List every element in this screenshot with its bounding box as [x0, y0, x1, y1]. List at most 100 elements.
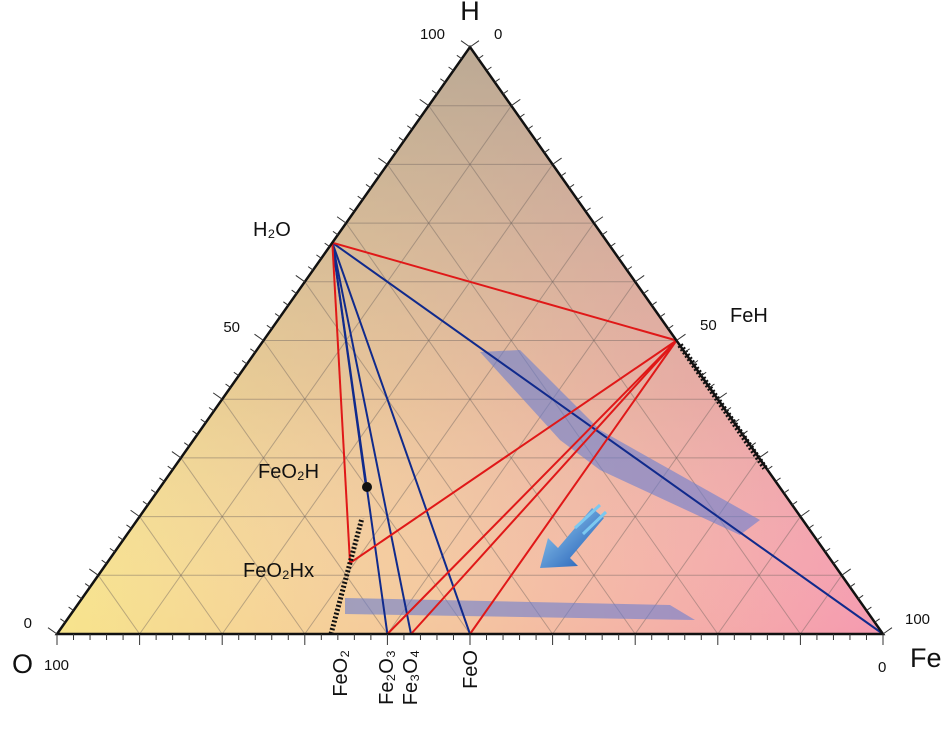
tick	[171, 451, 182, 459]
compound-label: Fe₃O₄	[400, 650, 422, 705]
feo2h-point	[362, 482, 372, 492]
tick	[725, 407, 732, 412]
tick	[233, 371, 240, 377]
tick	[456, 54, 463, 60]
tick	[254, 333, 264, 341]
tick	[511, 98, 521, 107]
tick	[882, 627, 893, 635]
tick	[841, 568, 851, 576]
tie-line-blue	[331, 242, 412, 635]
compound-label: FeO₂H	[258, 461, 319, 483]
tie-line-blue	[331, 242, 367, 488]
tick	[60, 618, 66, 623]
tick	[477, 54, 484, 60]
tick	[266, 324, 273, 330]
tick	[415, 113, 421, 118]
tick	[601, 230, 608, 236]
tick	[659, 313, 666, 318]
grid-line	[717, 516, 801, 635]
ticks	[47, 40, 893, 645]
tick	[365, 184, 372, 189]
grid-line	[552, 398, 719, 635]
grid-line	[304, 222, 595, 635]
tick-label: 100	[905, 611, 930, 628]
tick	[758, 451, 769, 459]
tick	[378, 157, 388, 165]
tick-label: 50	[223, 319, 240, 336]
dotted-phase	[328, 517, 365, 635]
tick	[593, 216, 604, 224]
tick	[101, 559, 107, 564]
tick	[448, 66, 454, 71]
tick	[291, 289, 297, 294]
tie-line-red	[349, 339, 678, 564]
tick	[651, 301, 657, 306]
tick	[68, 606, 74, 611]
tie-line-red	[386, 339, 678, 635]
tick	[577, 195, 583, 201]
tick	[47, 627, 58, 635]
tick-label: 0	[878, 659, 886, 676]
tie-line-red	[469, 339, 678, 635]
tick	[336, 216, 347, 224]
tick	[440, 78, 446, 83]
tick	[742, 430, 748, 435]
tie-lines	[331, 241, 884, 635]
compound-label: FeH	[730, 305, 768, 327]
tick	[643, 289, 649, 294]
tick	[241, 360, 248, 365]
tick	[390, 148, 396, 154]
grid-line	[139, 105, 512, 635]
tick	[130, 509, 140, 518]
tick-label: 0	[24, 615, 32, 632]
tick	[295, 275, 306, 283]
tick	[332, 230, 339, 236]
tick	[684, 348, 690, 353]
tick	[117, 536, 124, 541]
tick	[460, 40, 471, 48]
tick	[109, 547, 116, 553]
tick	[274, 313, 281, 318]
tick	[494, 78, 500, 83]
tick	[316, 254, 322, 259]
tick	[250, 348, 256, 353]
tick	[800, 509, 810, 518]
blue-region	[345, 598, 695, 620]
arrow	[540, 503, 608, 568]
grid-line	[799, 575, 843, 635]
grid-line	[180, 457, 306, 635]
tick	[626, 266, 633, 271]
tick	[431, 90, 438, 95]
tick	[469, 40, 480, 48]
tick	[406, 125, 413, 130]
tick	[767, 465, 773, 471]
tie-line-blue	[331, 242, 471, 635]
tick	[159, 477, 165, 482]
tick	[142, 500, 149, 506]
tick	[84, 583, 91, 588]
tick	[535, 137, 542, 142]
tick-label: 100	[420, 26, 445, 43]
tick-label: 100	[44, 657, 69, 674]
tick	[775, 477, 781, 482]
tick	[307, 266, 314, 271]
tick	[717, 392, 728, 400]
tick	[183, 442, 190, 447]
tie-line-red	[332, 241, 677, 342]
grid-line	[221, 398, 388, 635]
vertex-label: O	[12, 649, 33, 679]
tick	[519, 113, 525, 118]
compound-label: FeO₂Hx	[243, 560, 314, 582]
tick	[874, 618, 880, 623]
tick	[791, 500, 798, 506]
tick	[225, 383, 231, 388]
tick	[816, 536, 823, 541]
tick	[568, 184, 575, 189]
tick	[192, 430, 198, 435]
tick-label: 0	[494, 26, 502, 43]
tick	[544, 148, 550, 154]
tick	[857, 594, 864, 600]
tick	[373, 172, 380, 177]
